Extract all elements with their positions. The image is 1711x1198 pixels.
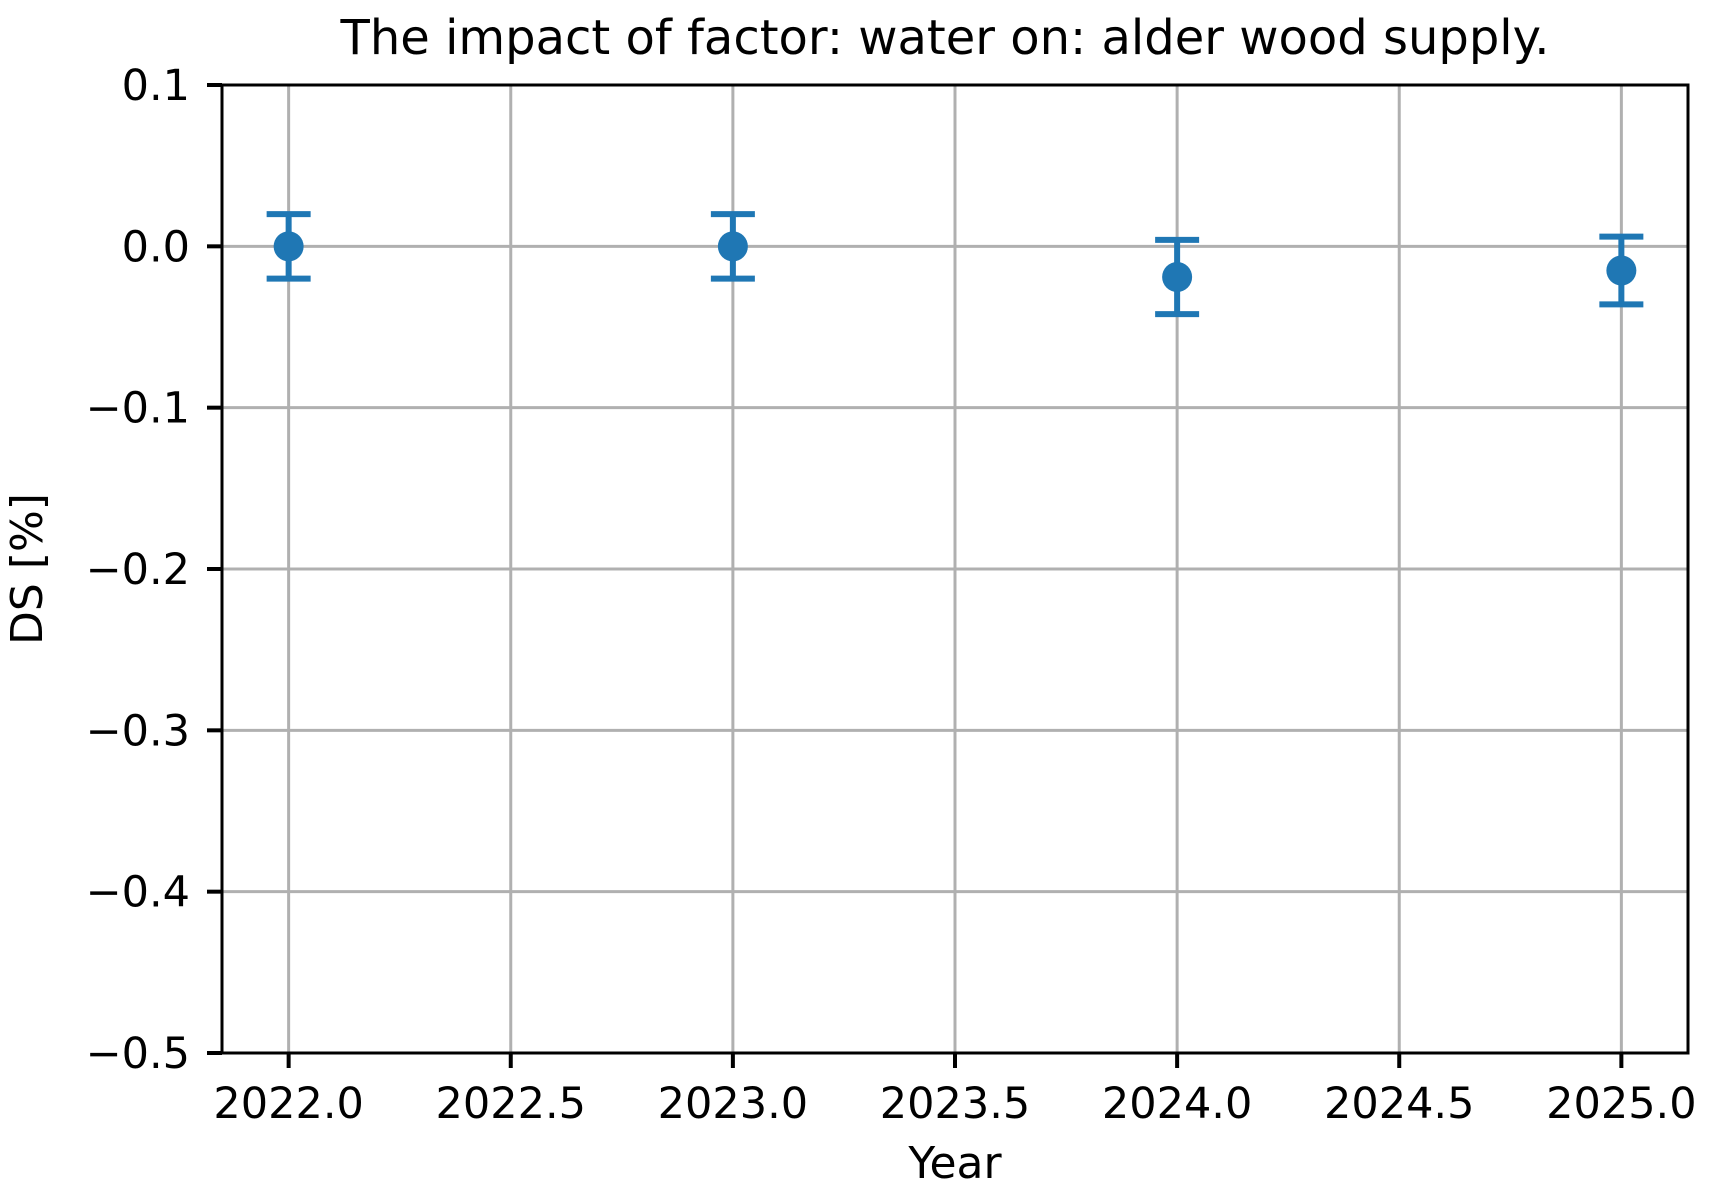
- data-point-marker: [1162, 261, 1193, 292]
- data-point-marker: [1606, 255, 1637, 286]
- axis-ticks: [207, 83, 1624, 1068]
- chart-title: The impact of factor: water on: alder wo…: [340, 10, 1550, 66]
- y-tick-label: −0.3: [86, 706, 190, 756]
- data-point-marker: [717, 231, 748, 262]
- plot-border: [220, 83, 1690, 1055]
- y-tick-label: −0.2: [86, 545, 190, 595]
- grid-lines: [222, 83, 1688, 1055]
- y-tick-label: −0.1: [86, 384, 190, 434]
- x-tick-label: 2022.0: [213, 1079, 363, 1129]
- y-axis-label: DS [%]: [2, 493, 53, 645]
- y-tick-labels: 0.1 0.0 −0.1 −0.2 −0.3 −0.4 −0.5: [86, 61, 190, 1079]
- errorbar-series: [266, 211, 1644, 318]
- x-tick-label: 2024.5: [1324, 1079, 1474, 1129]
- y-tick-label: 0.1: [122, 61, 190, 111]
- x-tick-label: 2022.5: [436, 1079, 586, 1129]
- x-axis-label: Year: [907, 1138, 1002, 1189]
- x-tick-label: 2025.0: [1546, 1079, 1696, 1129]
- y-tick-label: −0.4: [86, 868, 190, 918]
- x-tick-labels: 2022.0 2022.5 2023.0 2023.5 2024.0 2024.5 2025…: [213, 1079, 1696, 1129]
- y-tick-label: −0.5: [86, 1029, 190, 1079]
- x-tick-label: 2024.0: [1102, 1079, 1252, 1129]
- x-tick-label: 2023.5: [880, 1079, 1030, 1129]
- x-tick-label: 2023.0: [658, 1079, 808, 1129]
- data-point-marker: [273, 231, 304, 262]
- y-tick-label: 0.0: [122, 222, 190, 272]
